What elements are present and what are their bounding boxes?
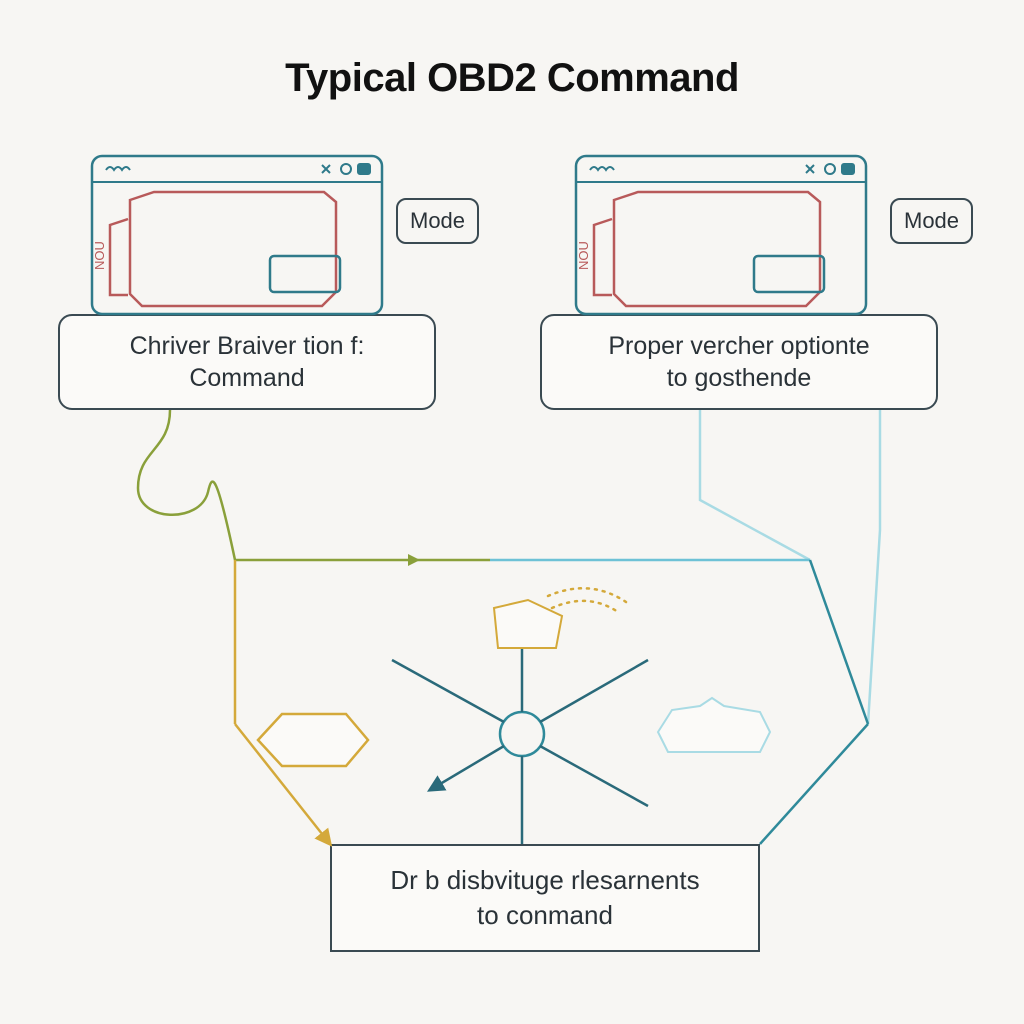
left-caption-line1: Chriver Braiver tion f: — [130, 332, 365, 360]
poly-seg-3 — [810, 560, 868, 724]
left-caption-box: Chriver Braiver tion f: Command — [58, 314, 436, 410]
brhilstound-label: Brhilstound — [676, 724, 746, 740]
spoke-sw — [430, 746, 504, 790]
right-caption-line1: Proper vercher optionte — [608, 332, 869, 360]
arrow-on-olive — [408, 554, 420, 566]
window-illustration-right: NOU — [576, 156, 866, 314]
spoke-ne — [540, 660, 648, 722]
spoke-se — [540, 746, 648, 806]
mode-badge-left: Mode — [396, 198, 479, 244]
page-title: Typical OBD2 Command — [0, 56, 1024, 101]
mode-badge-right: Mode — [890, 198, 973, 244]
bottom-line2: to conmand — [477, 900, 613, 930]
moter-label: Moter — [506, 622, 544, 639]
svg-text:NOU: NOU — [576, 241, 591, 270]
dotted-arc-2 — [552, 601, 618, 612]
connector-left-loop — [138, 410, 235, 560]
right-caption-box: Proper vercher optionte to gosthende — [540, 314, 938, 410]
spoke-nw — [392, 660, 504, 722]
poly-seg-4 — [760, 724, 868, 844]
bottom-line1: Dr b disbvituge rlesarnents — [390, 865, 699, 895]
right-caption-line2: to gosthende — [667, 364, 812, 392]
svg-text:NOU: NOU — [92, 241, 107, 270]
bottom-box: Dr b disbvituge rlesarnents to conmand — [330, 844, 760, 952]
pid-label: PID — [294, 730, 334, 758]
hub-circle — [500, 712, 544, 756]
window-illustration-left: NOU — [92, 156, 382, 314]
left-caption-line2: Command — [189, 364, 304, 392]
connector-right-1 — [700, 410, 810, 560]
dotted-arc — [548, 588, 626, 602]
connector-right-2 — [868, 410, 880, 724]
